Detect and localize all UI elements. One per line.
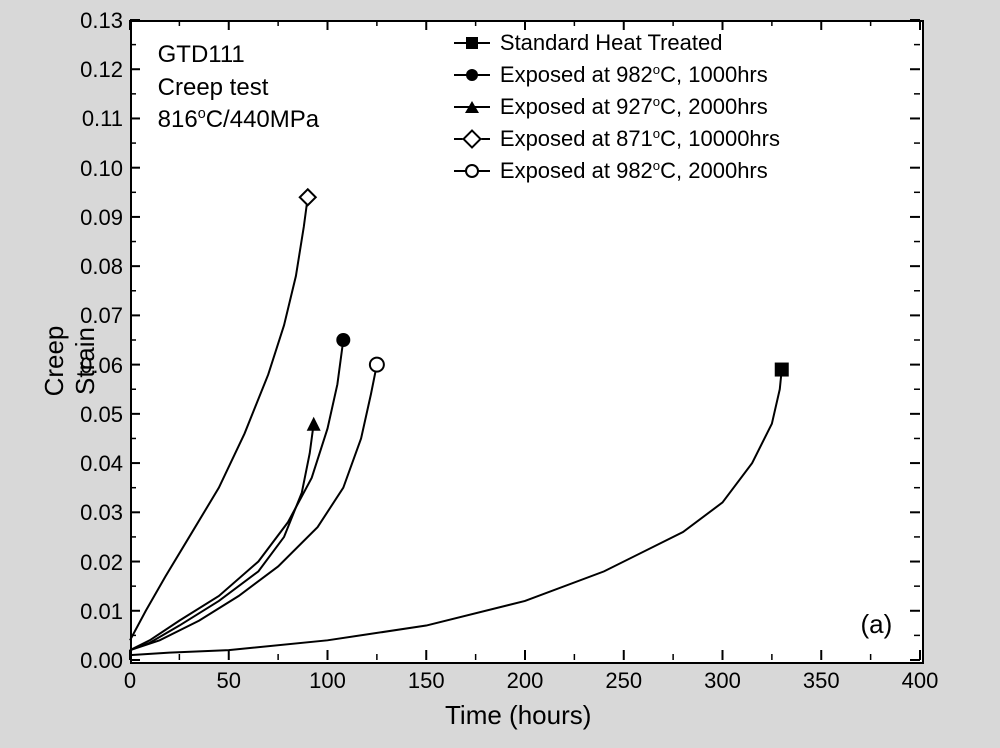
legend-item: Standard Heat Treated [454,30,780,56]
x-tick-label: 350 [791,668,851,694]
legend-item: Exposed at 871oC, 10000hrs [454,126,780,152]
legend-label: Exposed at 871oC, 10000hrs [500,126,780,152]
x-axis-label: Time (hours) [445,700,591,731]
y-tick-label: 0.09 [68,205,123,231]
y-tick-label: 0.04 [68,451,123,477]
y-tick-label: 0.11 [68,106,123,132]
chart-container: Creep Strain Time (hours) GTD111Creep te… [0,0,1000,748]
legend-item: Exposed at 927oC, 2000hrs [454,94,780,120]
x-tick-label: 100 [298,668,358,694]
y-tick-label: 0.06 [68,353,123,379]
y-tick-label: 0.02 [68,550,123,576]
y-tick-label: 0.08 [68,254,123,280]
x-tick-label: 50 [199,668,259,694]
subplot-label: (a) [861,609,893,640]
legend-label: Exposed at 927oC, 2000hrs [500,94,768,120]
y-tick-label: 0.03 [68,500,123,526]
y-tick-label: 0.10 [68,156,123,182]
legend: Standard Heat Treated Exposed at 982oC, 1… [454,30,780,190]
x-tick-label: 250 [594,668,654,694]
y-tick-label: 0.00 [68,648,123,674]
y-tick-label: 0.05 [68,402,123,428]
x-tick-label: 300 [693,668,753,694]
legend-item: Exposed at 982oC, 1000hrs [454,62,780,88]
legend-item: Exposed at 982oC, 2000hrs [454,158,780,184]
x-tick-label: 150 [396,668,456,694]
legend-label: Exposed at 982oC, 1000hrs [500,62,768,88]
legend-label: Standard Heat Treated [500,30,723,56]
info-box: GTD111Creep test816oC/440MPa [158,39,319,136]
legend-label: Exposed at 982oC, 2000hrs [500,158,768,184]
y-tick-label: 0.07 [68,303,123,329]
y-tick-label: 0.01 [68,599,123,625]
y-tick-label: 0.13 [68,8,123,34]
x-tick-label: 400 [890,668,950,694]
x-tick-label: 200 [495,668,555,694]
y-tick-label: 0.12 [68,57,123,83]
